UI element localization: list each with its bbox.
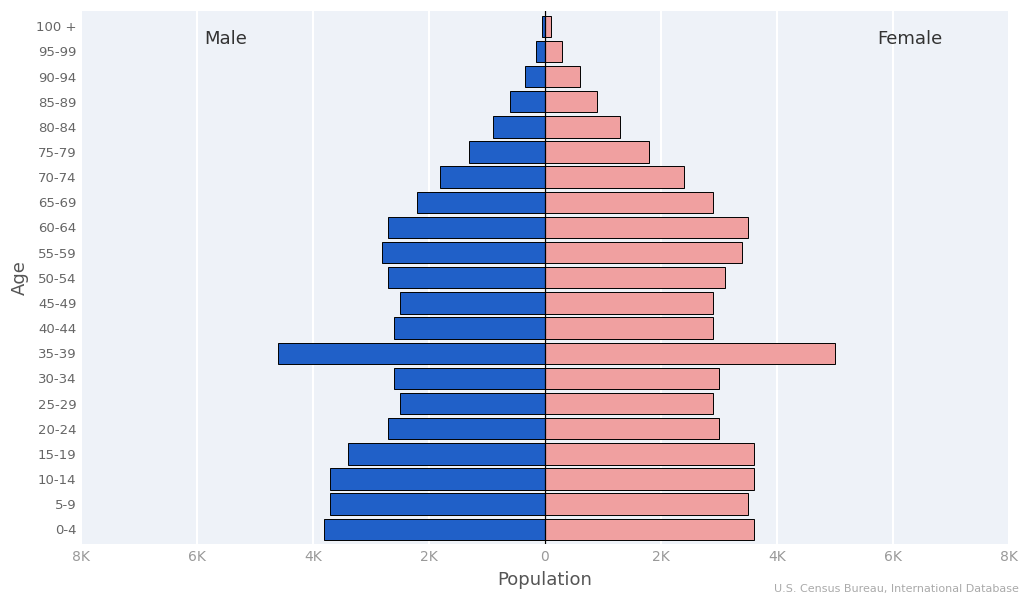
- Bar: [388, 217, 544, 238]
- Bar: [544, 468, 753, 490]
- Bar: [544, 443, 753, 464]
- Bar: [544, 16, 551, 37]
- Bar: [544, 518, 753, 540]
- Text: U.S. Census Bureau, International Database: U.S. Census Bureau, International Databa…: [774, 584, 1019, 594]
- Bar: [400, 393, 544, 414]
- Bar: [348, 443, 544, 464]
- Bar: [544, 141, 649, 163]
- Bar: [330, 493, 544, 515]
- Text: Male: Male: [205, 30, 247, 48]
- Bar: [525, 66, 544, 87]
- Bar: [544, 41, 562, 62]
- Bar: [493, 116, 544, 137]
- Bar: [544, 393, 713, 414]
- X-axis label: Population: Population: [497, 571, 593, 589]
- Bar: [510, 91, 544, 112]
- Bar: [544, 191, 713, 213]
- Y-axis label: Age: Age: [11, 260, 29, 295]
- Bar: [394, 317, 544, 339]
- Bar: [544, 493, 748, 515]
- Bar: [469, 141, 544, 163]
- Bar: [417, 191, 544, 213]
- Bar: [324, 518, 544, 540]
- Bar: [542, 16, 544, 37]
- Bar: [544, 91, 597, 112]
- Bar: [400, 292, 544, 314]
- Bar: [440, 166, 544, 188]
- Bar: [278, 343, 544, 364]
- Bar: [544, 317, 713, 339]
- Bar: [388, 418, 544, 439]
- Bar: [544, 418, 719, 439]
- Bar: [544, 292, 713, 314]
- Bar: [544, 343, 835, 364]
- Text: Female: Female: [878, 30, 943, 48]
- Bar: [544, 217, 748, 238]
- Bar: [544, 166, 684, 188]
- Bar: [536, 41, 544, 62]
- Bar: [388, 267, 544, 289]
- Bar: [544, 368, 719, 389]
- Bar: [394, 368, 544, 389]
- Bar: [544, 267, 724, 289]
- Bar: [544, 66, 579, 87]
- Bar: [330, 468, 544, 490]
- Bar: [544, 116, 620, 137]
- Bar: [383, 242, 544, 263]
- Bar: [544, 242, 742, 263]
